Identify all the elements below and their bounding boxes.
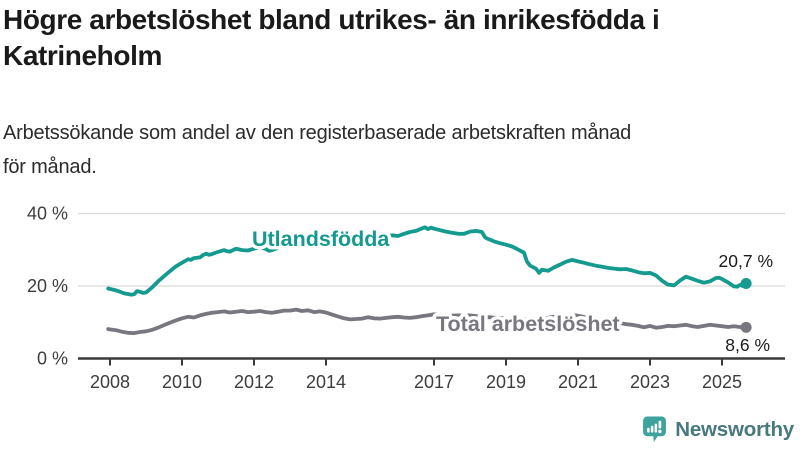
brand-footer: Newsworthy bbox=[642, 416, 794, 443]
series-end-dot-0 bbox=[740, 277, 752, 289]
brand-wordmark: Newsworthy bbox=[675, 417, 794, 441]
x-axis-tick-label: 2012 bbox=[234, 372, 274, 392]
chart-subtitle: Arbetssökande som andel av den registerb… bbox=[3, 122, 632, 178]
x-axis-tick-label: 2023 bbox=[630, 372, 670, 392]
x-axis-tick-label: 2025 bbox=[702, 372, 742, 392]
y-axis-tick-label: 20 % bbox=[27, 276, 68, 296]
x-axis-tick-label: 2010 bbox=[162, 372, 202, 392]
series-line-1 bbox=[106, 307, 748, 336]
x-axis-tick-label: 2008 bbox=[90, 372, 130, 392]
x-axis-tick-label: 2019 bbox=[486, 372, 526, 392]
series-end-value-label-0: 20,7 % bbox=[719, 251, 773, 271]
x-axis-tick-label: 2021 bbox=[558, 372, 598, 392]
y-axis-tick-label: 40 % bbox=[27, 204, 68, 224]
x-axis-tick-label: 2017 bbox=[414, 372, 454, 392]
logo-exclamation-dot bbox=[658, 429, 662, 434]
logo-bar-3 bbox=[654, 423, 658, 433]
logo-bar-1 bbox=[647, 427, 650, 433]
series-line-0 bbox=[106, 225, 748, 297]
x-axis-tick-label: 2014 bbox=[306, 372, 346, 392]
logo-bar-2 bbox=[651, 425, 654, 433]
series-label-0: Utlandsfödda bbox=[252, 227, 390, 251]
series-label-1: Total arbetslöshet bbox=[436, 312, 620, 336]
newsworthy-logo-icon bbox=[643, 416, 667, 442]
series-end-dot-1 bbox=[740, 321, 752, 333]
series-end-value-label-1: 8,6 % bbox=[725, 335, 770, 355]
logo-exclamation-bar bbox=[658, 420, 662, 429]
y-axis-tick-label: 0 % bbox=[37, 349, 68, 369]
chart-header: Högre arbetslöshet bland utrikes- än inr… bbox=[3, 2, 798, 184]
chart-title: Högre arbetslöshet bland utrikes- än inr… bbox=[3, 4, 660, 71]
